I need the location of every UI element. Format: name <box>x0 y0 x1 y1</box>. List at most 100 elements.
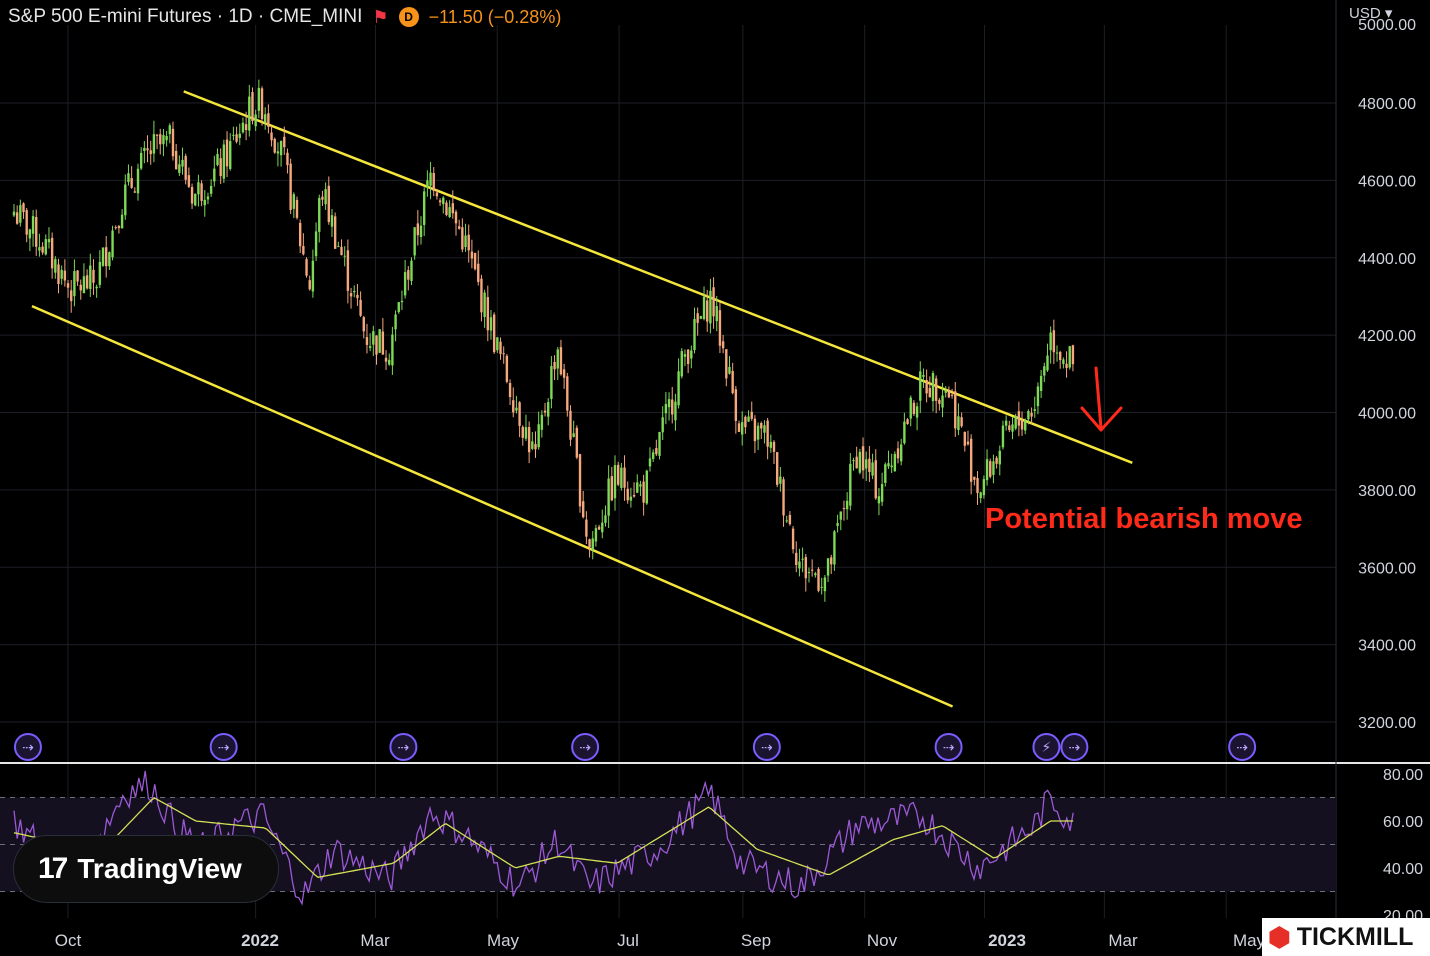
candle-body <box>57 264 60 285</box>
candle-body <box>19 205 22 223</box>
candle-body <box>709 290 712 324</box>
candle-body <box>1046 355 1049 371</box>
candle-body <box>585 519 588 537</box>
symbol-title[interactable]: S&P 500 E-mini Futures · 1D · CME_MINI <box>8 6 363 27</box>
candle-body <box>171 128 175 157</box>
candle-body <box>839 511 842 520</box>
candle-body <box>941 395 944 408</box>
candle-body <box>152 134 156 154</box>
candle-body <box>333 216 337 249</box>
candle-body <box>740 422 744 435</box>
candle-body <box>66 283 70 288</box>
upper-trendline <box>183 90 1133 464</box>
time-tick-label: Sep <box>741 931 771 950</box>
candle-body <box>359 299 362 316</box>
candle-body <box>343 255 346 257</box>
price-tick-label: 4000.00 <box>1358 406 1416 423</box>
candle-body <box>524 427 528 439</box>
candle-body <box>801 558 804 560</box>
trend-channel[interactable] <box>31 90 1133 708</box>
candle-body <box>648 458 652 467</box>
candle-body <box>486 297 489 331</box>
candle-body <box>747 416 750 422</box>
candle-body <box>1043 366 1046 376</box>
candle-body <box>1014 415 1017 429</box>
candle-body <box>136 168 140 194</box>
candle-body <box>1008 425 1011 430</box>
candle-body <box>810 569 814 571</box>
candle-body <box>540 414 544 430</box>
candle-body <box>922 375 925 377</box>
candle-body <box>795 552 798 565</box>
candle-body <box>817 568 820 591</box>
candle-body <box>721 341 725 349</box>
candle-body <box>89 265 92 289</box>
candle-body <box>1058 352 1062 361</box>
candle-body <box>636 482 639 493</box>
currency-selector[interactable]: USD ▾ <box>1349 5 1393 22</box>
candle-body <box>744 416 747 428</box>
chart-header: S&P 500 E-mini Futures · 1D · CME_MINI ⚑… <box>8 4 561 30</box>
candle-body <box>279 140 283 156</box>
candle-body <box>845 500 849 510</box>
candle-body <box>502 353 505 355</box>
delayed-badge[interactable]: D <box>398 7 419 27</box>
candle-body <box>337 246 340 248</box>
candle-body <box>394 314 397 330</box>
candle-body <box>178 164 181 173</box>
flag-icon[interactable]: ⚑ <box>372 6 389 27</box>
event-markers[interactable]: ⇢ ⇢ ⇢ ⇢ ⇢ ⇢ ⚡ ⇢ ⇢ <box>13 733 1257 761</box>
candle-body <box>146 148 149 151</box>
candle-body <box>1065 363 1068 369</box>
price-tick-label: 3200.00 <box>1358 715 1416 732</box>
candle-body <box>403 272 407 296</box>
candle-body <box>149 150 152 155</box>
time-tick-label: Mar <box>360 931 390 950</box>
candle-body <box>422 191 426 225</box>
candle-body <box>203 199 206 206</box>
tradingview-logo[interactable]: 17 TradingView <box>13 835 279 903</box>
candle-body <box>655 447 658 455</box>
candle-body <box>124 184 127 216</box>
candle-body <box>477 263 480 282</box>
price-tick-label: 3400.00 <box>1358 638 1416 655</box>
price-tick-label: 3800.00 <box>1358 483 1416 500</box>
candle-body <box>508 383 512 398</box>
candle-body <box>610 476 614 501</box>
candle-body <box>944 390 947 393</box>
tickmill-logo: ⬢ TICKMILL <box>1262 918 1430 956</box>
candle-body <box>775 452 779 485</box>
candle-body <box>934 378 938 401</box>
candle-body <box>578 454 582 507</box>
candle-body <box>531 441 534 449</box>
candle-body <box>410 260 413 281</box>
candle-body <box>302 245 305 255</box>
rsi-series <box>13 770 1074 906</box>
candle-body <box>912 402 916 414</box>
candle-body <box>47 239 51 243</box>
time-tick-label: Jul <box>617 931 639 950</box>
candle-body <box>982 479 986 496</box>
candle-body <box>766 420 769 447</box>
candle-body <box>438 200 442 203</box>
candle-body <box>696 313 699 323</box>
candle-body <box>686 349 690 365</box>
candle-body <box>947 390 951 398</box>
candle-body <box>842 508 846 510</box>
candle-body <box>229 141 232 169</box>
candle-body <box>995 457 998 464</box>
tradingview-wordmark: TradingView <box>77 853 242 884</box>
candle-body <box>616 464 620 485</box>
dividend-event-icon <box>1228 733 1257 761</box>
candle-body <box>1055 352 1059 354</box>
candle-body <box>499 341 502 354</box>
candle-body <box>820 586 823 588</box>
candle-body <box>1052 330 1056 353</box>
candle-body <box>760 423 763 429</box>
candle-body <box>311 260 315 292</box>
candle-body <box>283 136 286 148</box>
candle-body <box>314 231 318 257</box>
candle-body <box>782 479 785 516</box>
candle-body <box>690 350 693 359</box>
